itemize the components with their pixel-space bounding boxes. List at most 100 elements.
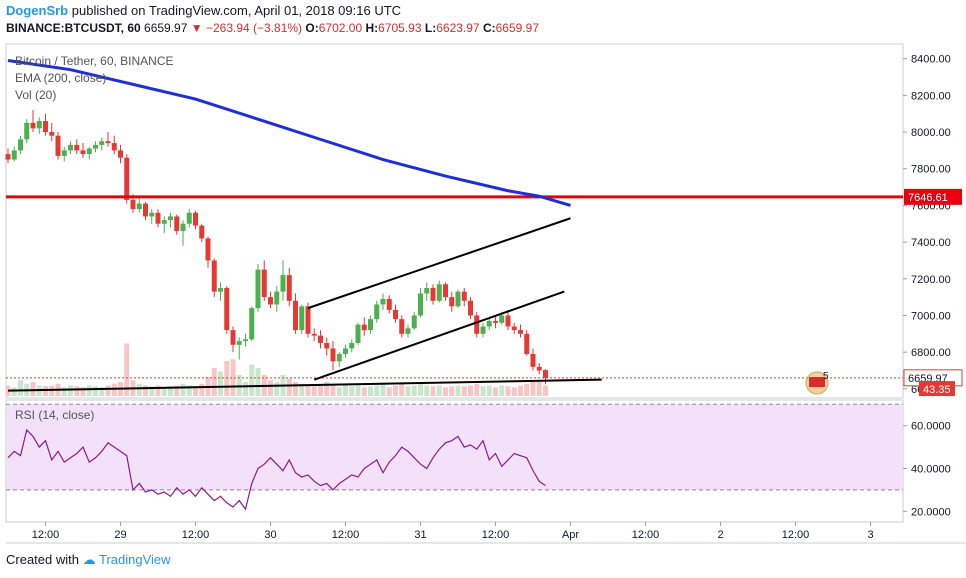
candle-body (274, 291, 280, 305)
author-link[interactable]: DogenSrb (6, 3, 69, 18)
volume-bar (80, 387, 86, 396)
volume-bar (199, 383, 205, 396)
footer: Created with ☁ TradingView (6, 552, 171, 568)
volume-bar (230, 359, 236, 396)
volume-bar (318, 383, 323, 396)
volume-bar (524, 383, 530, 396)
volume-bar (449, 386, 455, 396)
y-tick-label: 7000.00 (911, 310, 951, 322)
candle-body (211, 260, 217, 292)
volume-bar (174, 385, 180, 396)
candle-body (199, 225, 205, 239)
candle-body (318, 335, 323, 343)
candle-body (255, 269, 261, 309)
volume-bar (374, 385, 380, 396)
volume-bar (349, 386, 355, 396)
volume-bar (405, 386, 411, 396)
volume-bar (530, 382, 536, 396)
us-flag-icon (809, 377, 825, 387)
x-tick-label: 12:00 (182, 529, 210, 541)
candle-body (193, 212, 198, 226)
y-tick-label: 7400.00 (911, 237, 951, 249)
volume-bar (461, 386, 467, 396)
candle-body (311, 333, 317, 336)
candle-body (118, 150, 123, 158)
x-tick-label: 29 (114, 529, 126, 541)
candlesticks (5, 110, 548, 385)
low-value: 6623.97 (436, 21, 480, 35)
volume-bar (324, 382, 330, 396)
volume-bar (430, 386, 436, 396)
ema-line (7, 59, 571, 207)
y-tick-label: 7800.00 (911, 164, 951, 176)
candle-body (499, 315, 505, 323)
candle-body (524, 333, 530, 354)
candle-body (436, 284, 442, 301)
volume-bar (111, 383, 117, 396)
x-tick-label: 12:00 (482, 529, 510, 541)
y-tick-label: 7200.00 (911, 274, 951, 286)
resistance-price-label-box (904, 188, 962, 205)
volume-bar (136, 383, 142, 396)
volume-bar (211, 368, 217, 396)
candle-body (105, 141, 111, 144)
candle-body (49, 132, 55, 136)
candle-body (343, 348, 348, 354)
resistance-price-label: 7646.61 (908, 192, 948, 204)
change-value: −263.94 (−3.81%) (205, 21, 303, 35)
high-value: 6705.93 (378, 21, 422, 35)
candle-body (286, 275, 292, 301)
candle-body (24, 122, 30, 140)
y-tick-label: 6800.00 (911, 347, 951, 359)
candle-body (268, 297, 273, 305)
volume-bar (536, 380, 542, 396)
x-tick-label: 3 (867, 529, 873, 541)
candle-body (336, 353, 342, 362)
candle-body (230, 330, 236, 345)
legend-vol: Vol (20) (15, 88, 56, 102)
candle-body (249, 308, 255, 340)
candle-body (55, 135, 61, 156)
candle-body (99, 141, 105, 145)
volume-bar (543, 385, 548, 396)
volume-bar (380, 383, 386, 396)
candle-body (411, 315, 417, 329)
tradingview-link[interactable]: TradingView (99, 552, 171, 567)
volume-bar (218, 371, 223, 396)
x-tick-label: 12:00 (32, 529, 60, 541)
event-count: 5 (823, 371, 829, 382)
published-text: published on TradingView.com, April 01, … (71, 3, 402, 18)
volume-bar (268, 380, 273, 396)
candle-body (236, 341, 242, 345)
volume-bar (93, 386, 98, 396)
legend-rsi: RSI (14, close) (15, 408, 94, 422)
candle-body (493, 320, 498, 323)
volume-bar (518, 385, 523, 396)
high-label: H: (365, 21, 379, 35)
legend-title: Bitcoin / Tether, 60, BINANCE (15, 54, 174, 68)
volume-bar (105, 385, 111, 396)
x-tick-label: 12:00 (332, 529, 360, 541)
volume-bar (311, 386, 317, 396)
change-indicator: ▼ −263.94 (−3.81%) (190, 21, 303, 35)
candle-body (149, 212, 155, 217)
volume-bar (224, 361, 230, 396)
created-with: Created with (6, 552, 79, 567)
candle-body (543, 370, 548, 378)
volume-bar (330, 385, 336, 396)
candle-body (143, 203, 148, 217)
volume-bar (143, 385, 148, 396)
price-pane-frame (5, 43, 904, 399)
axes: 8400.008200.008000.007800.007600.007400.… (32, 54, 963, 541)
volume-bar (299, 383, 305, 396)
candle-body (480, 326, 486, 334)
rsi-band (7, 404, 902, 490)
candle-body (43, 121, 48, 133)
trendline (313, 290, 565, 381)
candle-body (36, 121, 42, 129)
volume-bar (11, 387, 17, 396)
volume-bar (18, 380, 23, 396)
volume-bar (274, 382, 280, 396)
x-tick-label: 2 (717, 529, 723, 541)
